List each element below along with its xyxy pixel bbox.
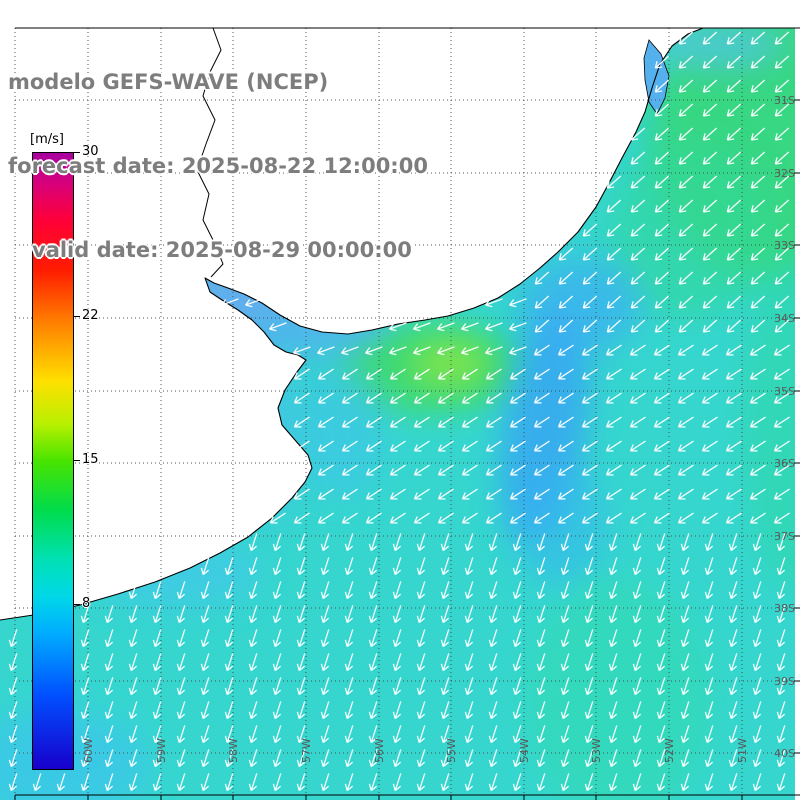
colorbar-unit-label: [m/s] — [30, 132, 64, 147]
lon-label: 53W — [590, 738, 603, 763]
coastline — [0, 27, 704, 621]
colorbar-tick-mark — [74, 603, 80, 605]
wave-direction-arrows — [8, 31, 790, 792]
axis-labels: 31S 32S 33S 34S 35S 36S 37S 38S 39S 40S 60W 59W 58W 5… — [82, 94, 795, 763]
colorbar-tick-label: 22 — [82, 308, 99, 324]
lon-label: 59W — [155, 738, 168, 763]
lat-label: 35S — [774, 385, 795, 398]
colorbar-tick-mark — [74, 460, 80, 461]
lat-label: 32S — [774, 167, 795, 180]
colorbar-gradient — [32, 152, 74, 770]
colorbar-tick-label: 15 — [82, 452, 99, 467]
lat-label: 40S — [774, 747, 795, 760]
valid-date-label: valid date: 2025-08-29 00:00:00 — [32, 238, 412, 262]
title-block: modelo GEFS-WAVE (NCEP) forecast date: 2… — [8, 12, 428, 320]
lon-label: 54W — [518, 738, 531, 763]
colorbar-tick-label: 30 — [82, 144, 99, 159]
axis-ticks — [14, 27, 800, 800]
lon-label: 56W — [373, 738, 386, 763]
lon-label: 51W — [736, 738, 749, 763]
lat-label: 36S — [774, 457, 795, 470]
colorbar-tick-mark — [74, 316, 80, 318]
river-line — [196, 27, 224, 278]
lat-label: 33S — [774, 239, 795, 252]
model-title: modelo GEFS-WAVE (NCEP) — [8, 70, 329, 94]
lat-label: 31S — [774, 94, 795, 107]
lon-label: 58W — [227, 738, 240, 763]
lat-label: 38S — [774, 602, 795, 615]
colorbar-tick-mark — [74, 152, 80, 153]
colorbar-tick-label: 8 — [82, 595, 91, 611]
lon-label: 52W — [663, 738, 676, 763]
lon-label: 55W — [445, 738, 458, 763]
colorbar: [m/s] 30 22 15 8 — [30, 132, 99, 770]
lat-label: 39S — [774, 675, 795, 688]
lat-label: 34S — [774, 312, 795, 325]
lon-label: 57W — [300, 738, 313, 763]
lon-label: 60W — [82, 738, 95, 763]
lat-label: 37S — [774, 530, 795, 543]
forecast-date-label: forecast date: 2025-08-22 12:00:00 — [8, 154, 428, 178]
